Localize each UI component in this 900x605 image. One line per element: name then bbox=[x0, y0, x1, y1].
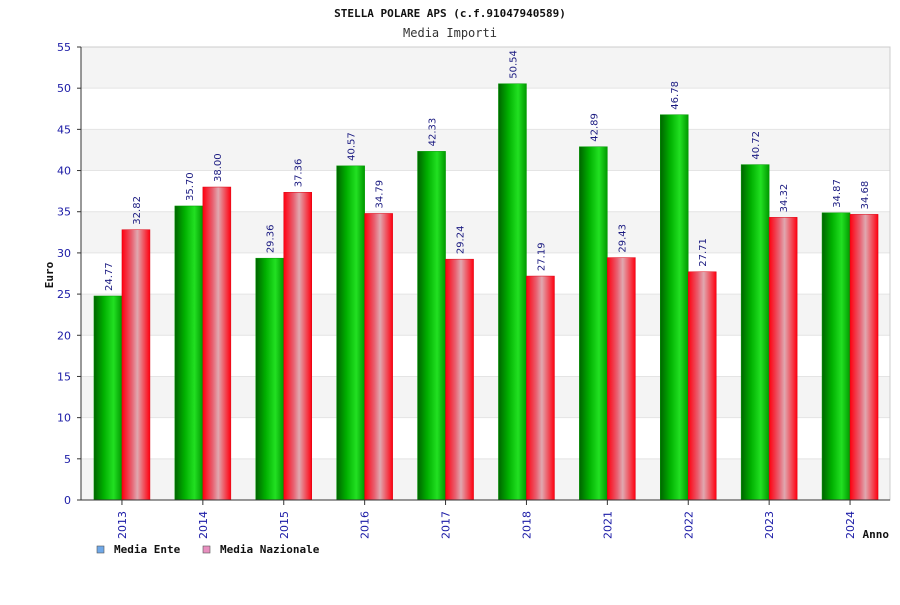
bar-media-ente-2021 bbox=[579, 146, 608, 501]
bar-media-ente-2017 bbox=[417, 151, 446, 501]
bar-media-ente-2013 bbox=[93, 295, 123, 501]
y-tick-label: 30 bbox=[57, 247, 71, 260]
x-tick-label: 2017 bbox=[440, 511, 453, 539]
value-label: 34.68 bbox=[860, 181, 871, 210]
bar-media-nazionale-2023 bbox=[768, 217, 798, 501]
legend-swatch-media-nazionale bbox=[202, 545, 211, 554]
bar-media-ente-2015 bbox=[255, 257, 284, 501]
value-label: 29.36 bbox=[266, 225, 277, 254]
value-label: 38.00 bbox=[213, 153, 224, 182]
value-label: 42.33 bbox=[428, 118, 439, 147]
band bbox=[81, 47, 890, 89]
x-tick-label: 2021 bbox=[601, 511, 614, 539]
bar-media-nazionale-2015 bbox=[283, 192, 312, 501]
x-tick-label: 2018 bbox=[520, 511, 533, 539]
value-label: 27.71 bbox=[698, 238, 709, 267]
y-tick-label: 5 bbox=[64, 453, 71, 466]
y-tick-label: 50 bbox=[57, 82, 71, 95]
value-label: 24.77 bbox=[104, 262, 115, 291]
value-label: 50.54 bbox=[508, 50, 519, 79]
bars bbox=[93, 83, 879, 501]
bar-media-nazionale-2016 bbox=[364, 213, 393, 501]
value-label: 34.79 bbox=[375, 180, 386, 209]
y-tick-label: 45 bbox=[57, 123, 71, 136]
y-tick-label: 15 bbox=[57, 370, 71, 383]
value-label: 37.36 bbox=[294, 159, 305, 188]
value-label: 27.19 bbox=[536, 242, 547, 271]
y-tick-label: 40 bbox=[57, 165, 71, 178]
y-tick-label: 20 bbox=[57, 329, 71, 342]
band bbox=[81, 129, 890, 171]
x-axis-label: Anno bbox=[863, 528, 890, 541]
value-labels: 24.77 32.82 35.70 38.00 29.36 37.36 40.57 34.79… bbox=[104, 50, 871, 291]
bar-media-nazionale-2014 bbox=[202, 186, 232, 501]
legend-label-media-nazionale: Media Nazionale bbox=[220, 543, 320, 556]
chart-subtitle: Media Importi bbox=[403, 26, 497, 40]
x-tick-label: 2022 bbox=[682, 511, 695, 539]
value-label: 40.57 bbox=[347, 132, 358, 161]
x-tick-label: 2024 bbox=[844, 511, 857, 539]
bar-media-ente-2024 bbox=[821, 212, 851, 501]
y-tick-label: 35 bbox=[57, 206, 71, 219]
x-tick-label: 2015 bbox=[278, 511, 291, 539]
bar-media-nazionale-2022 bbox=[688, 271, 717, 501]
bar-media-nazionale-2017 bbox=[445, 258, 474, 501]
y-tick-label: 0 bbox=[64, 494, 71, 507]
bar-media-ente-2018 bbox=[498, 83, 527, 501]
value-label: 32.82 bbox=[132, 196, 143, 225]
bar-media-ente-2014 bbox=[174, 205, 204, 501]
value-label: 34.87 bbox=[832, 179, 843, 208]
y-axis: 0 5 10 15 20 25 30 35 40 45 50 55 bbox=[57, 41, 82, 507]
bar-media-ente-2022 bbox=[660, 114, 689, 501]
legend-label-media-ente: Media Ente bbox=[114, 543, 181, 556]
x-tick-label: 2016 bbox=[359, 511, 372, 539]
chart-title: STELLA POLARE APS (c.f.91047940589) bbox=[334, 7, 566, 20]
legend-swatch-media-ente bbox=[96, 545, 105, 554]
y-tick-label: 10 bbox=[57, 412, 71, 425]
legend: Media Ente Media Nazionale bbox=[96, 543, 320, 556]
x-tick-label: 2014 bbox=[197, 511, 210, 539]
bar-media-nazionale-2024 bbox=[849, 214, 879, 501]
value-label: 42.89 bbox=[589, 113, 600, 142]
bar-media-nazionale-2021 bbox=[607, 257, 636, 501]
x-axis: 2013 2014 2015 2016 2017 2018 2021 2022 2023 2024 bbox=[81, 499, 890, 539]
bar-media-ente-2016 bbox=[336, 165, 365, 501]
value-label: 34.32 bbox=[779, 184, 790, 213]
value-label: 40.72 bbox=[751, 131, 762, 160]
value-label: 35.70 bbox=[185, 172, 196, 201]
bar-media-nazionale-2018 bbox=[526, 275, 555, 501]
value-label: 46.78 bbox=[670, 81, 681, 110]
bar-media-nazionale-2013 bbox=[121, 229, 151, 501]
value-label: 29.24 bbox=[456, 226, 467, 255]
value-label: 29.43 bbox=[617, 224, 628, 253]
x-tick-label: 2013 bbox=[116, 511, 129, 539]
y-axis-label: Euro bbox=[43, 261, 56, 288]
y-tick-label: 25 bbox=[57, 288, 71, 301]
y-tick-label: 55 bbox=[57, 41, 71, 54]
bar-media-ente-2023 bbox=[740, 164, 770, 501]
x-tick-label: 2023 bbox=[763, 511, 776, 539]
